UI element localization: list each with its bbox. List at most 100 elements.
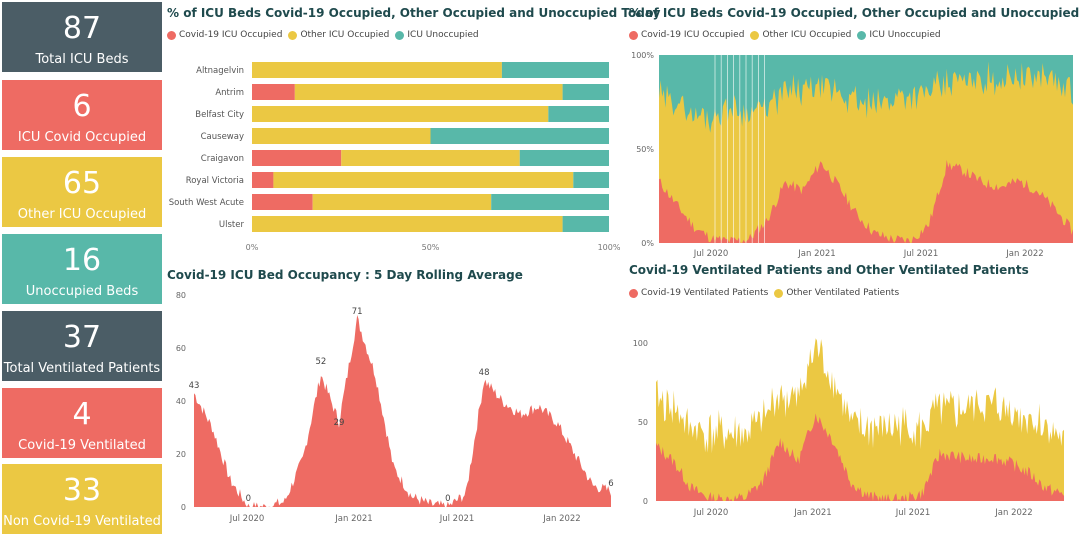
legend-dot-other-vent: [774, 288, 784, 298]
data-label: 43: [189, 381, 200, 391]
x-tick-label: Jul 2020: [229, 514, 265, 524]
data-label: 52: [315, 357, 326, 367]
chart1-title: % of ICU Beds Covid-19 Occupied, Other O…: [167, 6, 661, 20]
kpi-card: 37 Total Ventilated Patients: [2, 311, 162, 381]
legend-unoccupied-label: ICU Unoccupied: [869, 30, 941, 40]
kpi-value: 4: [72, 397, 92, 432]
legend-dot-covid: [167, 30, 176, 40]
data-label: 0: [445, 494, 450, 504]
y-tick-label: 50%: [636, 145, 654, 154]
covid-icu-area: [194, 315, 611, 507]
hospital-label: Causeway: [201, 132, 244, 142]
kpi-label: Total Ventilated Patients: [3, 361, 161, 376]
bar-segment: [252, 194, 313, 210]
x-tick-label: 0%: [246, 243, 259, 252]
chart4-legend: Covid-19 Ventilated Patients Other Venti…: [629, 288, 905, 298]
hospital-label: Belfast City: [195, 110, 244, 120]
kpi-label: ICU Covid Occupied: [17, 130, 147, 145]
bar-segment: [430, 128, 609, 144]
legend-dot-other: [750, 30, 760, 40]
chart3-title: Covid-19 ICU Bed Occupancy : 5 Day Rolli…: [167, 268, 523, 282]
bar-segment: [519, 150, 609, 166]
covid-ventilated-area: [656, 413, 1064, 501]
bar-segment: [562, 84, 609, 100]
x-tick-label: Jul 2020: [693, 508, 729, 518]
bar-segment: [252, 150, 342, 166]
data-label: 0: [246, 494, 251, 504]
y-tick-label: 100%: [631, 51, 654, 60]
data-label: 71: [352, 307, 363, 317]
y-tick-label: 20: [176, 450, 186, 459]
legend-other-vent-label: Other Ventilated Patients: [786, 288, 900, 298]
kpi-card: 65 Other ICU Occupied: [2, 157, 162, 227]
legend-covid-label: Covid-19 ICU Occupied: [641, 30, 745, 40]
bar-segment: [573, 172, 609, 188]
kpi-label: Other ICU Occupied: [17, 207, 147, 222]
bar-segment: [548, 106, 609, 122]
x-tick-label: Jan 2021: [793, 508, 831, 518]
chart2-title: % of ICU Beds Covid-19 Occupied, Other O…: [629, 6, 1080, 20]
x-tick-label: 50%: [422, 243, 440, 252]
data-label: 48: [479, 368, 490, 378]
x-tick-label: Jan 2022: [1005, 249, 1043, 259]
legend-covid-label: Covid-19 ICU Occupied: [179, 30, 283, 40]
bar-segment: [252, 62, 502, 78]
bar-segment: [312, 194, 492, 210]
bar-segment: [341, 150, 520, 166]
y-tick-label: 0%: [641, 239, 654, 248]
hospital-label: Altnagelvin: [196, 66, 244, 76]
x-tick-label: Jan 2022: [994, 508, 1032, 518]
bar-segment: [562, 216, 609, 232]
y-tick-label: 80: [176, 291, 186, 300]
y-tick-label: 100: [633, 339, 648, 348]
y-tick-label: 60: [176, 344, 186, 353]
kpi-value: 6: [72, 89, 92, 124]
y-tick-label: 40: [176, 397, 186, 406]
x-tick-label: Jan 2021: [334, 514, 372, 524]
kpi-value: 65: [62, 166, 102, 201]
bar-segment: [491, 194, 609, 210]
y-tick-label: 0: [181, 503, 186, 512]
kpi-card: 33 Non Covid-19 Ventilated: [2, 464, 162, 534]
legend-covid-vent-label: Covid-19 Ventilated Patients: [641, 288, 769, 298]
legend-dot-covid-vent: [629, 288, 638, 298]
kpi-card: 4 Covid-19 Ventilated: [2, 388, 162, 458]
legend-dot-covid: [629, 30, 638, 40]
bar-segment: [252, 172, 274, 188]
kpi-label: Non Covid-19 Ventilated: [3, 514, 161, 529]
x-tick-label: Jul 2021: [439, 514, 475, 524]
chart4-title: Covid-19 Ventilated Patients and Other V…: [629, 263, 1029, 277]
data-label: 29: [334, 418, 345, 428]
x-tick-label: Jul 2020: [693, 249, 729, 259]
legend-dot-unoccupied: [857, 30, 867, 40]
data-label: 6: [608, 479, 613, 489]
bar-segment: [252, 84, 295, 100]
covid-occupied-area: [659, 159, 1073, 243]
kpi-label: Total ICU Beds: [35, 52, 129, 67]
x-tick-label: Jan 2021: [797, 249, 835, 259]
kpi-card: 16 Unoccupied Beds: [2, 234, 162, 304]
legend-dot-unoccupied: [395, 30, 405, 40]
chart2-legend: Covid-19 ICU Occupied Other ICU Occupied…: [629, 30, 947, 40]
chart1-legend: Covid-19 ICU Occupied Other ICU Occupied…: [167, 30, 485, 40]
hospital-label: Ulster: [219, 220, 245, 230]
kpi-value: 37: [62, 320, 102, 355]
bar-segment: [252, 106, 549, 122]
legend-other-label: Other ICU Occupied: [762, 30, 852, 40]
x-tick-label: Jan 2022: [542, 514, 580, 524]
x-tick-label: 100%: [598, 243, 621, 252]
bar-segment: [273, 172, 574, 188]
kpi-value: 33: [62, 473, 102, 508]
kpi-card: 87 Total ICU Beds: [2, 2, 162, 72]
y-tick-label: 0: [643, 497, 648, 506]
legend-unoccupied-label: ICU Unoccupied: [407, 30, 479, 40]
bar-segment: [501, 62, 609, 78]
hospital-label: Royal Victoria: [186, 176, 244, 186]
hospital-label: South West Acute: [169, 198, 244, 208]
x-tick-label: Jul 2021: [903, 249, 939, 259]
bar-segment: [252, 216, 563, 232]
y-tick-label: 50: [638, 418, 648, 427]
legend-dot-other: [288, 30, 298, 40]
hospital-label: Antrim: [215, 88, 244, 98]
